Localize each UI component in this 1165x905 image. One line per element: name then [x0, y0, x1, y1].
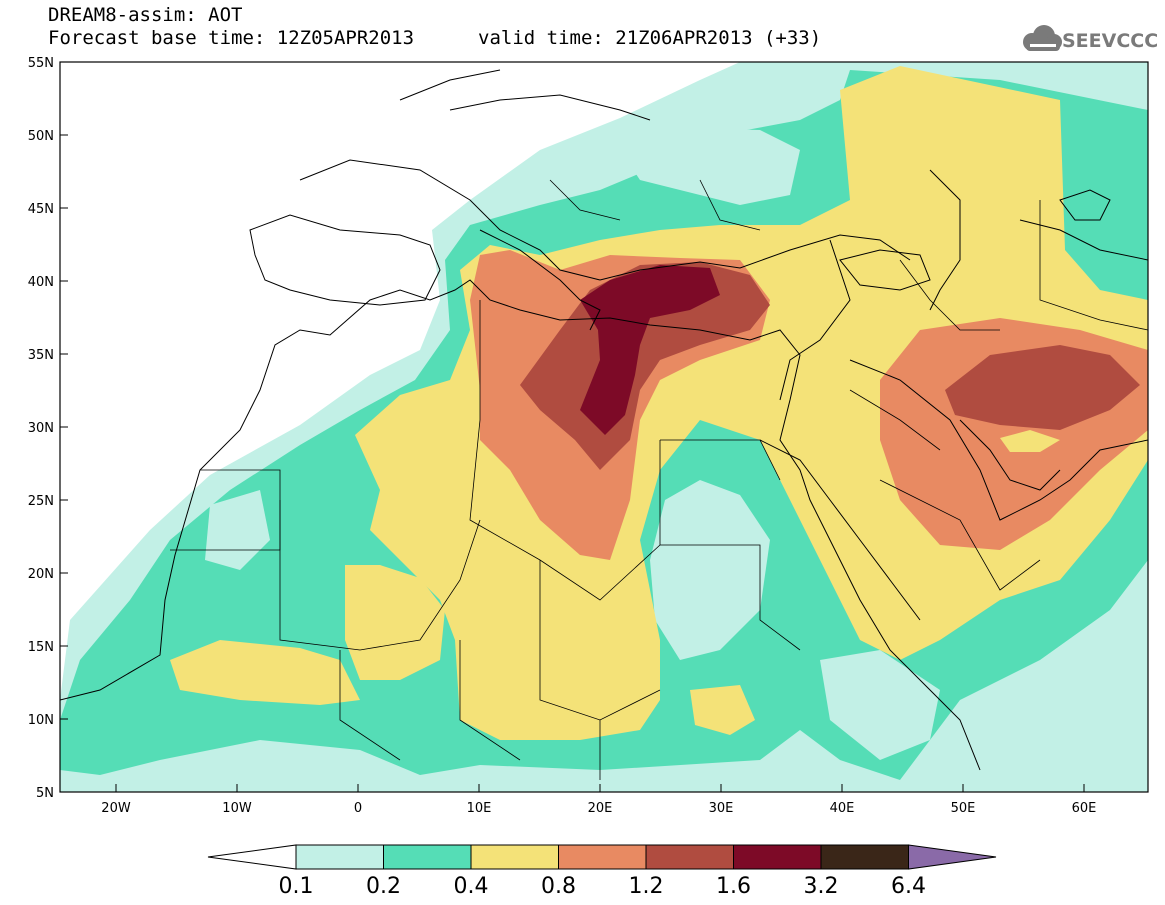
lat-label: 45N — [28, 202, 54, 217]
lat-label: 15N — [28, 640, 54, 655]
colorbar-segment — [820, 844, 909, 870]
colorbar-label: 0.2 — [366, 874, 401, 899]
lat-label: 25N — [28, 494, 54, 509]
lon-label: 40E — [830, 801, 855, 816]
colorbar: 0.1 0.2 0.4 0.8 1.2 1.6 3.2 6.4 — [207, 844, 997, 899]
colorbar-label: 1.2 — [629, 874, 664, 899]
lon-label: 20W — [101, 801, 131, 816]
aot-patch-0.4 — [1000, 430, 1060, 452]
logo-text: SEEVCCC — [1062, 30, 1159, 52]
longitude-axis: 20W 10W 0 10E 20E 30E 40E 50E 60E — [101, 784, 1096, 816]
lat-label: 50N — [28, 129, 54, 144]
forecast-base-time: Forecast base time: 12Z05APR2013 — [48, 27, 415, 49]
colorbar-label: 1.6 — [716, 874, 751, 899]
colorbar-label: 6.4 — [891, 874, 926, 899]
aot-patch-0.1 — [650, 480, 770, 660]
lat-label: 55N — [28, 56, 54, 71]
aot-patch-0.4 — [345, 565, 445, 680]
coastlines — [60, 69, 1148, 771]
valid-time: valid time: 21Z06APR2013 (+33) — [478, 27, 822, 49]
country-borders — [170, 179, 1148, 780]
aot-patch-0.4 — [170, 640, 360, 705]
lat-label: 35N — [28, 348, 54, 363]
colorbar-segment — [383, 844, 472, 870]
lat-label: 5N — [36, 786, 54, 801]
lon-label: 30E — [709, 801, 734, 816]
lon-label: 10E — [467, 801, 492, 816]
colorbar-label: 0.1 — [279, 874, 314, 899]
colorbar-label: 0.8 — [541, 874, 576, 899]
colorbar-segment — [558, 844, 647, 870]
colorbar-label: 3.2 — [804, 874, 839, 899]
lon-label: 50E — [951, 801, 976, 816]
aot-level-1.6 — [580, 265, 720, 435]
colorbar-label: 0.4 — [454, 874, 489, 899]
lon-label: 0 — [354, 801, 362, 816]
colorbar-segment — [295, 844, 384, 870]
cloud-icon — [1023, 25, 1062, 51]
colorbar-segment — [645, 844, 734, 870]
lat-label: 20N — [28, 567, 54, 582]
colorbar-segment — [733, 844, 822, 870]
lat-label: 10N — [28, 713, 54, 728]
latitude-axis: 55N 50N 45N 40N 35N 30N 25N 20N 15N 10N … — [28, 56, 68, 801]
aot-patch-0.1 — [620, 128, 800, 205]
aot-field — [60, 62, 1148, 792]
lon-label: 20E — [588, 801, 613, 816]
colorbar-high-triangle — [908, 844, 997, 870]
colorbar-low-triangle — [207, 844, 297, 870]
aot-patch-0.1 — [820, 650, 940, 760]
lat-label: 30N — [28, 421, 54, 436]
aot-level-0.4 — [355, 66, 1148, 740]
aot-patch-1.2 — [945, 345, 1140, 430]
lon-label: 60E — [1072, 801, 1097, 816]
colorbar-segment — [470, 844, 559, 870]
chart-title: DREAM8-assim: AOT — [48, 4, 243, 26]
aot-level-1.2 — [520, 262, 770, 470]
aot-patch-0.4 — [690, 685, 755, 735]
lat-label: 40N — [28, 275, 54, 290]
lon-label: 10W — [222, 801, 252, 816]
